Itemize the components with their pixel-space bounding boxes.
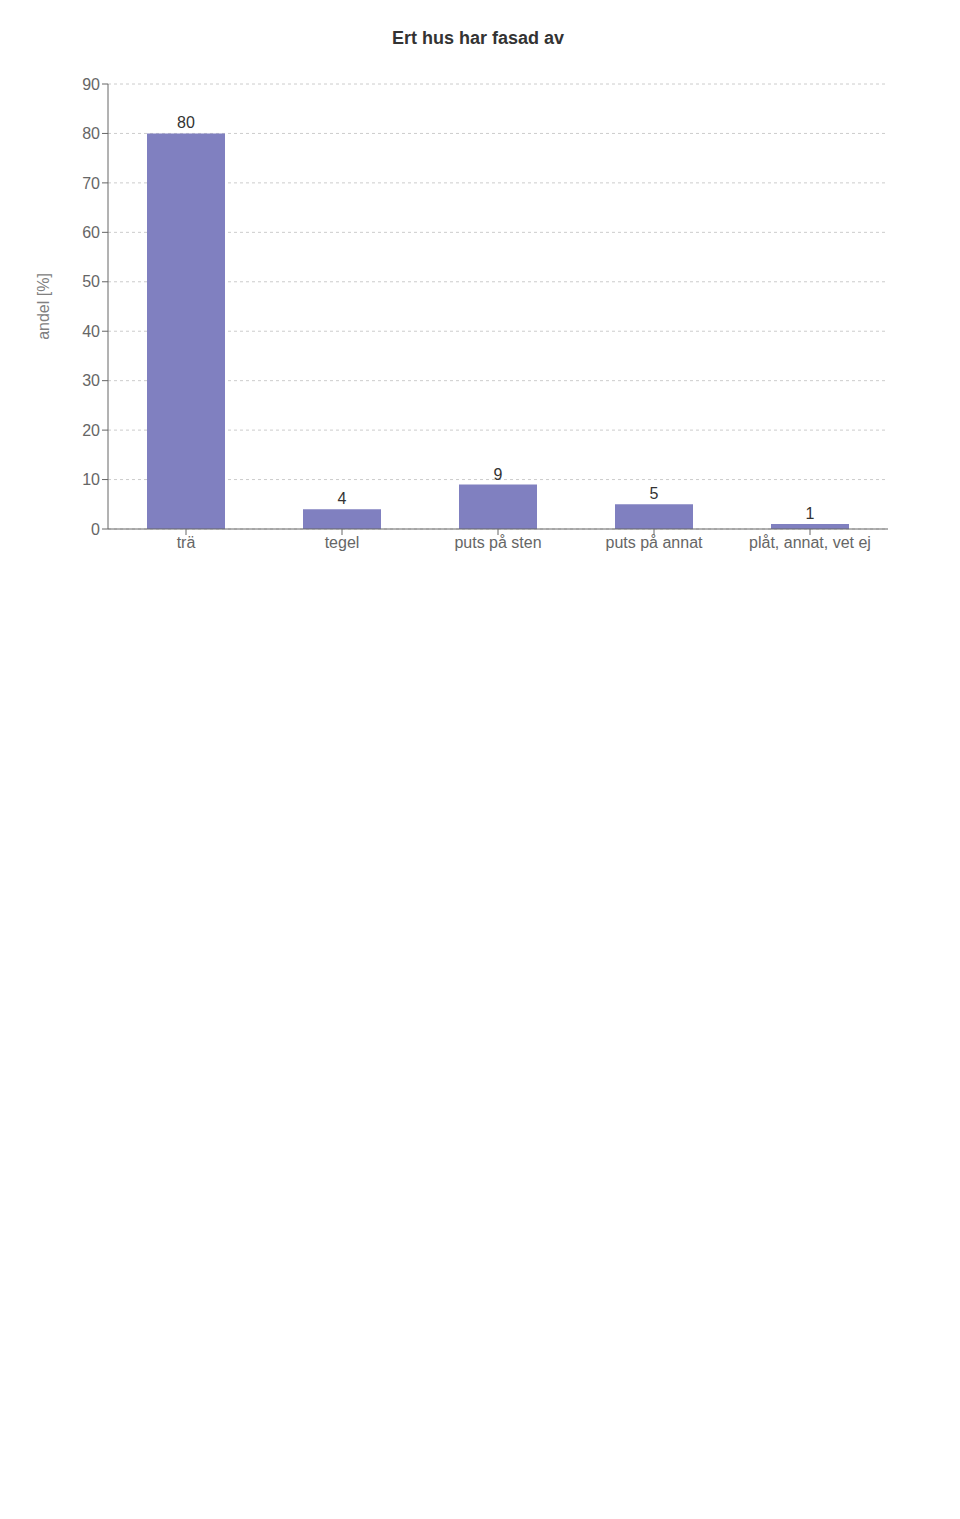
svg-text:andel [%]: andel [%] <box>35 273 52 340</box>
svg-text:20: 20 <box>82 422 100 439</box>
html-text:Ert hus har fasad av: Ert hus har fasad av <box>392 28 564 48</box>
svg-text:4: 4 <box>338 490 347 507</box>
svg-text:0: 0 <box>91 521 100 538</box>
svg-text:puts på sten: puts på sten <box>454 534 541 551</box>
svg-text:trä: trä <box>177 534 196 551</box>
svg-text:60: 60 <box>82 224 100 241</box>
svg-text:80: 80 <box>177 114 195 131</box>
svg-text:30: 30 <box>82 372 100 389</box>
svg-text:puts på annat: puts på annat <box>606 534 704 551</box>
svg-text:80: 80 <box>82 125 100 142</box>
svg-text:40: 40 <box>82 323 100 340</box>
svg-text:10: 10 <box>82 471 100 488</box>
svg-text:5: 5 <box>650 485 659 502</box>
svg-text:plåt, annat, vet ej: plåt, annat, vet ej <box>749 534 871 551</box>
svg-text:90: 90 <box>82 76 100 93</box>
svg-text:70: 70 <box>82 175 100 192</box>
svg-text:tegel: tegel <box>325 534 360 551</box>
svg-text:1: 1 <box>806 505 815 522</box>
svg-text:9: 9 <box>494 466 503 483</box>
svg-text:50: 50 <box>82 273 100 290</box>
